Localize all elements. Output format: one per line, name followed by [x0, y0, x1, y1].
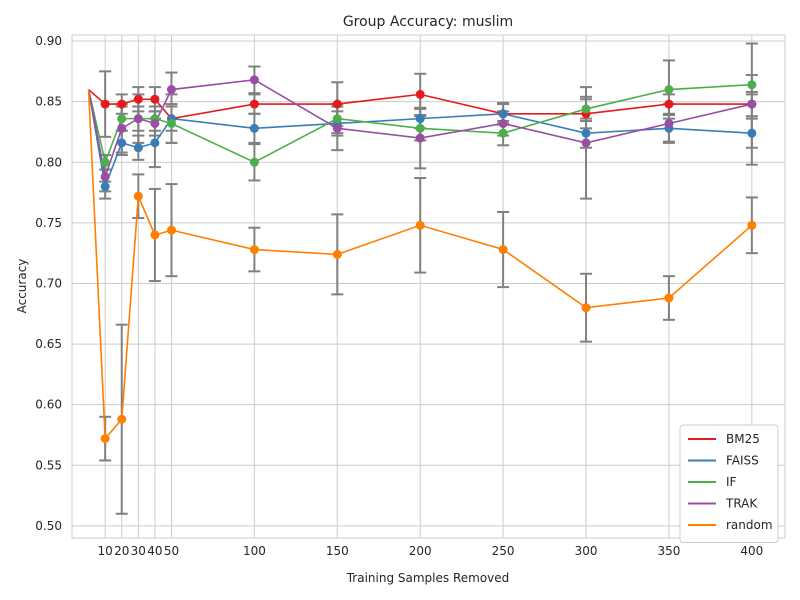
y-tick-label: 0.50 — [35, 519, 62, 533]
x-tick-label: 250 — [492, 544, 515, 558]
random-data-point — [249, 245, 259, 255]
random-data-point — [150, 230, 160, 240]
legend: BM25 FAISS IF TRAK random — [679, 424, 779, 543]
y-tick-label: 0.80 — [35, 155, 62, 169]
y-tick-label: 0.90 — [35, 34, 62, 48]
bm25-data-point — [332, 99, 342, 109]
bm25-data-point — [249, 99, 259, 109]
if-data-point — [415, 123, 425, 133]
faiss-data-point — [150, 138, 160, 148]
y-tick-label: 0.85 — [35, 95, 62, 109]
y-tick-label: 0.75 — [35, 216, 62, 230]
x-tick-label: 40 — [147, 544, 162, 558]
bm25-data-point — [150, 94, 160, 104]
trak-data-point — [498, 118, 508, 128]
trak-data-point — [100, 172, 110, 182]
x-tick-label: 100 — [243, 544, 266, 558]
legend-label-random: random — [726, 518, 773, 532]
chart-title: Group Accuracy: muslim — [343, 14, 513, 30]
bm25-data-point — [133, 94, 143, 104]
if-data-point — [166, 118, 176, 128]
if-data-point — [100, 157, 110, 167]
x-tick-label: 50 — [164, 544, 179, 558]
random-data-point — [747, 220, 757, 230]
random-data-point — [166, 225, 176, 235]
x-tick-label: 400 — [740, 544, 763, 558]
y-axis-label: Accuracy — [15, 259, 29, 314]
trak-data-point — [133, 114, 143, 124]
bm25-data-point — [415, 89, 425, 99]
bm25-data-point — [117, 99, 127, 109]
if-data-point — [249, 157, 259, 167]
random-data-point — [415, 220, 425, 230]
y-tick-label: 0.65 — [35, 337, 62, 351]
x-tick-label: 10 — [98, 544, 113, 558]
if-data-point — [747, 80, 757, 90]
if-data-point — [117, 114, 127, 124]
trak-data-point — [166, 85, 176, 95]
legend-box — [679, 424, 779, 543]
x-tick-label: 20 — [114, 544, 129, 558]
trak-data-point — [332, 123, 342, 133]
bm25-data-point — [100, 99, 110, 109]
random-data-point — [332, 249, 342, 259]
if-data-point — [332, 114, 342, 124]
bm25-data-point — [664, 99, 674, 109]
x-tick-label: 350 — [657, 544, 680, 558]
trak-data-point — [747, 99, 757, 109]
trak-data-point — [581, 138, 591, 148]
faiss-data-point — [415, 114, 425, 124]
if-data-point — [581, 104, 591, 114]
random-data-point — [498, 245, 508, 255]
faiss-data-point — [498, 109, 508, 119]
x-tick-label: 30 — [131, 544, 146, 558]
plot-area — [71, 34, 786, 539]
x-tick-label: 300 — [575, 544, 598, 558]
y-tick-label: 0.70 — [35, 276, 62, 290]
faiss-data-point — [133, 143, 143, 153]
y-tick-label: 0.55 — [35, 458, 62, 472]
trak-data-point — [117, 123, 127, 133]
faiss-data-point — [249, 123, 259, 133]
faiss-data-point — [581, 128, 591, 138]
y-tick-label: 0.60 — [35, 398, 62, 412]
faiss-data-point — [117, 138, 127, 148]
trak-data-point — [664, 118, 674, 128]
random-data-point — [581, 303, 591, 313]
faiss-data-point — [747, 128, 757, 138]
legend-label-trak: TRAK — [725, 497, 758, 511]
trak-data-point — [150, 118, 160, 128]
random-data-point — [100, 434, 110, 444]
x-axis-label: Training Samples Removed — [346, 571, 510, 585]
if-data-point — [664, 85, 674, 95]
legend-label-faiss: FAISS — [726, 454, 759, 468]
x-tick-label: 200 — [409, 544, 432, 558]
random-data-point — [133, 191, 143, 201]
trak-data-point — [415, 133, 425, 143]
random-data-point — [664, 293, 674, 303]
x-tick-label: 150 — [326, 544, 349, 558]
legend-label-bm25: BM25 — [726, 432, 760, 446]
trak-data-point — [249, 75, 259, 85]
random-data-point — [117, 414, 127, 424]
faiss-data-point — [100, 182, 110, 192]
legend-label-if: IF — [726, 475, 737, 489]
if-data-point — [498, 128, 508, 138]
